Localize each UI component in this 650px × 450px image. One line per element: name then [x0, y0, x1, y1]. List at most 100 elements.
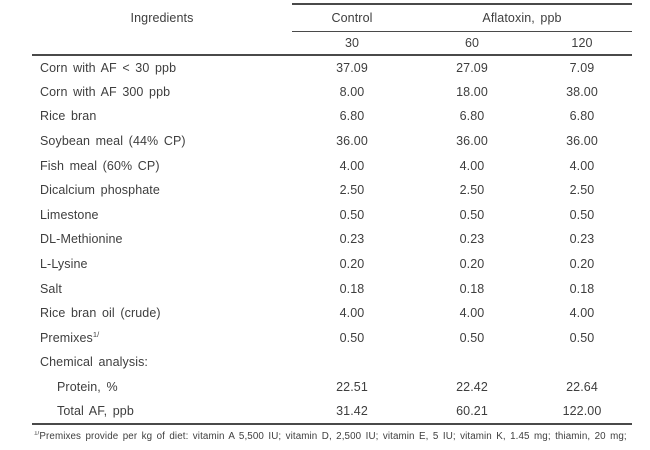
ingredients-column-header: Ingredients [130, 10, 194, 25]
ingredients-table: Ingredients Control Aflatoxin, ppb 30 60… [32, 3, 632, 425]
ingredient-label: Rice bran oil (crude) [40, 306, 161, 321]
table-row: Salt 0.18 0.18 0.18 [32, 276, 632, 301]
footnote: 1/Premixes provide per kg of diet: vitam… [34, 431, 634, 442]
table-row: Corn with AF 300 ppb 8.00 18.00 38.00 [32, 80, 632, 105]
ingredient-cell: Corn with AF 300 ppb [32, 80, 292, 105]
value-cell: 0.20 [569, 257, 595, 272]
value-cell: 0.18 [569, 281, 595, 296]
value-cell: 2.50 [459, 183, 485, 198]
ingredient-cell: Chemical analysis: [32, 350, 292, 375]
ingredient-label: L-Lysine [40, 257, 88, 272]
ingredient-cell: Fish meal (60% CP) [32, 153, 292, 178]
table-row: Corn with AF < 30 ppb 37.09 27.09 7.09 [32, 55, 632, 80]
table-row: Rice bran 6.80 6.80 6.80 [32, 104, 632, 129]
dose-header-30: 30 [292, 31, 412, 56]
value-cell: 7.09 [569, 60, 595, 75]
table-row: DL-Methionine 0.23 0.23 0.23 [32, 227, 632, 252]
table-row: Limestone 0.50 0.50 0.50 [32, 203, 632, 228]
value-cell: 4.00 [339, 158, 365, 173]
value-cell: 36.00 [566, 134, 598, 149]
table-row: Fish meal (60% CP) 4.00 4.00 4.00 [32, 153, 632, 178]
ingredient-cell: Soybean meal (44% CP) [32, 129, 292, 154]
value-cell: 18.00 [456, 84, 488, 99]
value-cell: 0.50 [569, 330, 595, 345]
value-cell: 0.50 [459, 207, 485, 222]
table-row: Dicalcium phosphate 2.50 2.50 2.50 [32, 178, 632, 203]
ingredient-label: Limestone [40, 207, 99, 222]
ingredient-label: Rice bran [40, 109, 97, 124]
value-cell [532, 350, 632, 375]
value-cell: 0.50 [339, 207, 365, 222]
value-cell: 36.00 [456, 134, 488, 149]
value-cell: 0.50 [569, 207, 595, 222]
value-cell: 0.18 [459, 281, 485, 296]
ingredient-label: Protein, % [57, 380, 118, 395]
aflatoxin-group-header: Aflatoxin, ppb [412, 3, 632, 32]
empty-header-cell [32, 31, 292, 56]
ingredients-table-wrap: Ingredients Control Aflatoxin, ppb 30 60… [32, 3, 632, 425]
footnote-text: Premixes provide per kg of diet: vitamin… [39, 431, 627, 442]
table-row: Soybean meal (44% CP) 36.00 36.00 36.00 [32, 129, 632, 154]
value-cell: 27.09 [456, 60, 488, 75]
value-cell: 6.80 [339, 109, 365, 124]
value-cell: 22.51 [336, 380, 368, 395]
value-cell: 6.80 [569, 109, 595, 124]
ingredient-cell: Total AF, ppb [32, 399, 292, 425]
ingredient-cell: Limestone [32, 203, 292, 228]
ingredient-label: DL-Methionine [40, 232, 123, 247]
value-cell: 22.42 [456, 380, 488, 395]
table-row: L-Lysine 0.20 0.20 0.20 [32, 252, 632, 277]
value-cell: 6.80 [459, 109, 485, 124]
value-cell: 0.20 [339, 257, 365, 272]
value-cell: 2.50 [569, 183, 595, 198]
table-row: Premixes1/ 0.50 0.50 0.50 [32, 326, 632, 351]
ingredient-cell: L-Lysine [32, 252, 292, 277]
table-row: Protein, % 22.51 22.42 22.64 [32, 375, 632, 400]
value-cell: 36.00 [336, 134, 368, 149]
value-cell: 2.50 [339, 183, 365, 198]
value-cell [412, 350, 532, 375]
value-cell: 122.00 [532, 399, 632, 425]
ingredient-cell: DL-Methionine [32, 227, 292, 252]
ingredient-label: Fish meal (60% CP) [40, 158, 160, 173]
value-cell: 4.00 [459, 306, 485, 321]
dose-header-row: 30 60 120 [32, 31, 632, 56]
value-cell: 22.64 [566, 380, 598, 395]
table-row: Rice bran oil (crude) 4.00 4.00 4.00 [32, 301, 632, 326]
value-cell: 0.23 [569, 232, 595, 247]
ingredient-cell: Dicalcium phosphate [32, 178, 292, 203]
ingredient-label: Salt [40, 281, 62, 296]
value-cell: 0.20 [459, 257, 485, 272]
value-cell: 4.00 [459, 158, 485, 173]
value-cell: 4.00 [339, 306, 365, 321]
value-cell: 38.00 [566, 84, 598, 99]
table-row: Total AF, ppb 31.42 60.21 122.00 [32, 399, 632, 425]
ingredient-cell: Rice bran oil (crude) [32, 301, 292, 326]
ingredient-label: Soybean meal (44% CP) [40, 134, 186, 149]
table-row: Chemical analysis: [32, 350, 632, 375]
control-column-header: Control [292, 3, 412, 32]
value-cell: 4.00 [569, 158, 595, 173]
ingredient-cell: Rice bran [32, 104, 292, 129]
value-cell: 0.50 [459, 330, 485, 345]
ingredient-label: Chemical analysis: [40, 355, 149, 370]
value-cell: 0.23 [459, 232, 485, 247]
group-header-row: Ingredients Control Aflatoxin, ppb [32, 3, 632, 32]
dose-header-120: 120 [532, 31, 632, 56]
footnote-marker: 1/ [92, 329, 100, 339]
ingredient-cell: Protein, % [32, 375, 292, 400]
ingredient-cell: Salt [32, 276, 292, 301]
value-cell: 4.00 [569, 306, 595, 321]
ingredient-label: Premixes [40, 330, 93, 345]
dose-header-60: 60 [412, 31, 532, 56]
value-cell: 0.18 [339, 281, 365, 296]
value-cell: 8.00 [339, 84, 365, 99]
ingredient-label: Dicalcium phosphate [40, 183, 160, 198]
value-cell: 60.21 [412, 399, 532, 425]
ingredient-label: Total AF, ppb [57, 404, 134, 419]
ingredient-cell: Corn with AF < 30 ppb [32, 55, 292, 80]
value-cell: 37.09 [336, 60, 368, 75]
table-body: Corn with AF < 30 ppb 37.09 27.09 7.09 C… [32, 55, 632, 425]
footnote-marker: 1/ [34, 431, 40, 437]
